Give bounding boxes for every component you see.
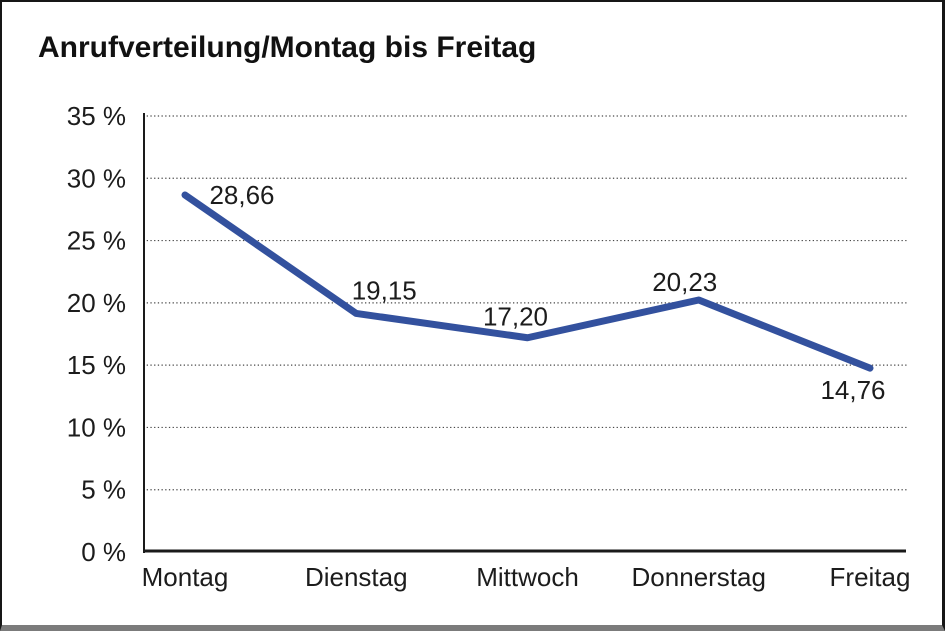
series-line <box>181 191 874 372</box>
data-value-label: 20,23 <box>652 267 717 297</box>
x-category-label: Donnerstag <box>632 562 766 592</box>
chart-title: Anrufverteilung/Montag bis Freitag <box>38 31 537 64</box>
data-value-label: 19,15 <box>352 275 417 305</box>
y-tick-label: 15 % <box>67 350 126 380</box>
data-value-label: 14,76 <box>820 375 885 405</box>
x-category-label: Freitag <box>830 562 911 592</box>
y-tick-label: 30 % <box>67 163 126 193</box>
y-tick-label: 25 % <box>67 226 126 256</box>
y-tick-label: 5 % <box>81 475 126 505</box>
x-category-label: Montag <box>142 562 229 592</box>
y-tick-label: 0 % <box>81 537 126 567</box>
y-tick-label: 20 % <box>67 288 126 318</box>
data-value-label: 17,20 <box>483 302 548 332</box>
x-category-label: Dienstag <box>305 562 408 592</box>
x-category-label: Mittwoch <box>476 562 579 592</box>
y-tick-label: 35 % <box>67 101 126 131</box>
y-tick-label: 10 % <box>67 412 126 442</box>
data-value-label: 28,66 <box>209 180 274 210</box>
